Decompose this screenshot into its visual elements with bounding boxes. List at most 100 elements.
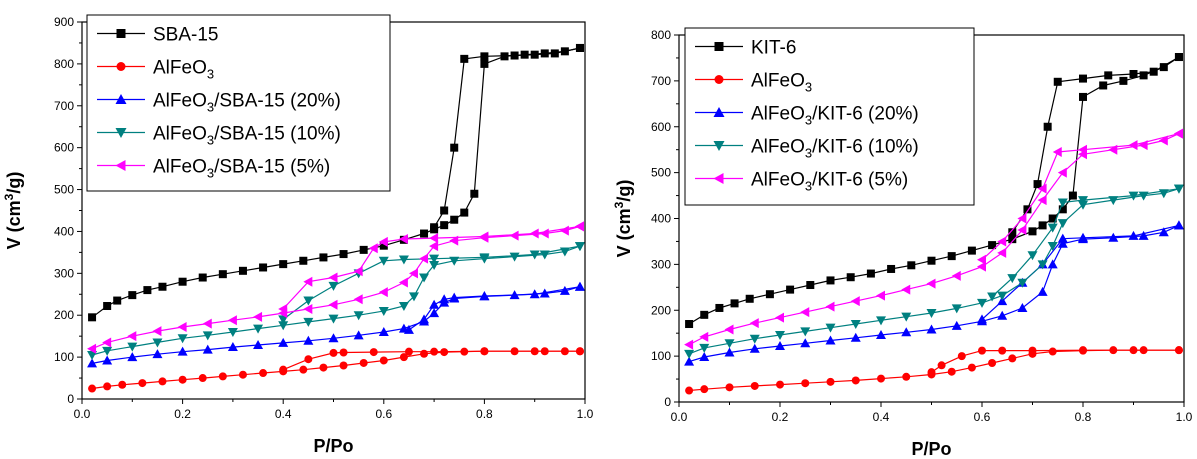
data-point — [278, 303, 288, 314]
y-tick-label: 500 — [54, 183, 74, 197]
data-point — [825, 335, 836, 345]
data-point — [825, 301, 835, 312]
data-point — [420, 349, 429, 358]
data-point — [118, 380, 127, 389]
legend-item: AlFeO3 — [695, 71, 812, 95]
data-point — [1078, 232, 1088, 242]
data-point — [699, 331, 709, 342]
data-point — [575, 347, 584, 356]
data-point — [143, 286, 152, 295]
data-point — [299, 365, 308, 374]
data-point — [1007, 274, 1018, 284]
data-point — [127, 342, 138, 352]
y-tick-label: 800 — [54, 57, 74, 71]
x-tick-label: 0.2 — [772, 410, 789, 424]
data-point — [1079, 346, 1087, 355]
data-point — [87, 351, 98, 361]
data-point — [574, 221, 584, 232]
legend-item: AlFeO3/SBA-15 (20%) — [97, 91, 341, 115]
data-point — [826, 377, 835, 386]
data-point — [303, 276, 313, 287]
data-point — [1017, 224, 1027, 235]
data-point — [876, 330, 886, 340]
data-point — [419, 273, 430, 283]
data-point — [713, 173, 724, 184]
data-point — [102, 346, 113, 356]
data-point — [116, 62, 126, 71]
data-point — [1128, 191, 1139, 201]
data-point — [202, 318, 212, 329]
data-point — [1057, 167, 1067, 178]
data-point — [574, 281, 585, 291]
data-point — [559, 225, 569, 236]
data-point — [115, 160, 126, 171]
legend-item: AlFeO3 — [97, 58, 214, 82]
data-point — [328, 333, 339, 343]
legend-item: AlFeO3/SBA-15 (5%) — [97, 157, 330, 181]
adsorption-line — [688, 133, 1180, 346]
data-point — [530, 50, 539, 59]
y-tick-label: 100 — [651, 349, 671, 363]
x-tick-label: 0.8 — [1075, 410, 1092, 424]
adsorption-line — [688, 224, 1180, 363]
x-tick-label: 0.4 — [275, 407, 292, 421]
data-point — [1008, 354, 1017, 363]
data-point — [158, 377, 167, 386]
data-point — [800, 307, 810, 318]
data-point — [128, 291, 137, 300]
data-point — [420, 229, 429, 238]
data-point — [998, 346, 1007, 355]
x-tick-label: 1.0 — [577, 407, 594, 421]
legend-box — [684, 27, 975, 206]
data-point — [550, 49, 559, 58]
data-point — [1108, 232, 1119, 242]
data-point — [937, 361, 946, 370]
y-tick-label: 400 — [54, 224, 74, 238]
data-point — [1068, 191, 1077, 200]
data-point — [480, 347, 489, 356]
data-point — [1104, 71, 1113, 80]
data-point — [926, 309, 937, 319]
data-point — [419, 253, 429, 264]
data-point — [775, 331, 785, 341]
data-point — [378, 236, 388, 247]
data-point — [328, 272, 338, 283]
data-point — [115, 128, 127, 138]
data-point — [178, 375, 187, 384]
series-alfeo3-sba-15-5- — [87, 221, 584, 354]
data-point — [951, 270, 961, 281]
data-point — [353, 330, 364, 340]
data-point — [202, 344, 213, 354]
legend-item: AlFeO3/SBA-15 (10%) — [97, 124, 341, 148]
data-point — [684, 356, 695, 366]
data-point — [1099, 81, 1108, 90]
x-axis-title: P/Po — [313, 436, 353, 456]
data-point — [480, 59, 489, 68]
legend-label: AlFeO3/SBA-15 (20%) — [153, 91, 341, 115]
y-tick-label: 900 — [54, 15, 74, 29]
data-point — [1079, 74, 1087, 83]
data-point — [725, 383, 734, 392]
y-tick-label: 700 — [54, 99, 74, 113]
data-point — [775, 312, 784, 323]
data-point — [509, 230, 519, 241]
data-point — [951, 320, 962, 330]
data-point — [1028, 227, 1037, 236]
data-point — [765, 290, 774, 299]
legend-label: AlFeO3/SBA-15 (5%) — [153, 157, 330, 181]
x-tick-label: 0.4 — [873, 410, 890, 424]
data-point — [259, 369, 268, 378]
legend: KIT-6 AlFeO3 AlFeO3/KIT-6 (20%) AlFeO3/KIT-… — [684, 27, 975, 206]
data-point — [684, 349, 695, 359]
data-point — [479, 231, 489, 242]
data-point — [997, 310, 1008, 320]
data-point — [714, 75, 724, 84]
data-point — [1159, 63, 1168, 72]
x-tick-label: 0.8 — [476, 407, 493, 421]
y-tick-label: 100 — [54, 350, 74, 364]
data-point — [749, 334, 760, 344]
data-point — [102, 355, 113, 365]
data-point — [304, 355, 313, 364]
series-sba-15 — [88, 43, 584, 322]
data-point — [685, 320, 694, 329]
